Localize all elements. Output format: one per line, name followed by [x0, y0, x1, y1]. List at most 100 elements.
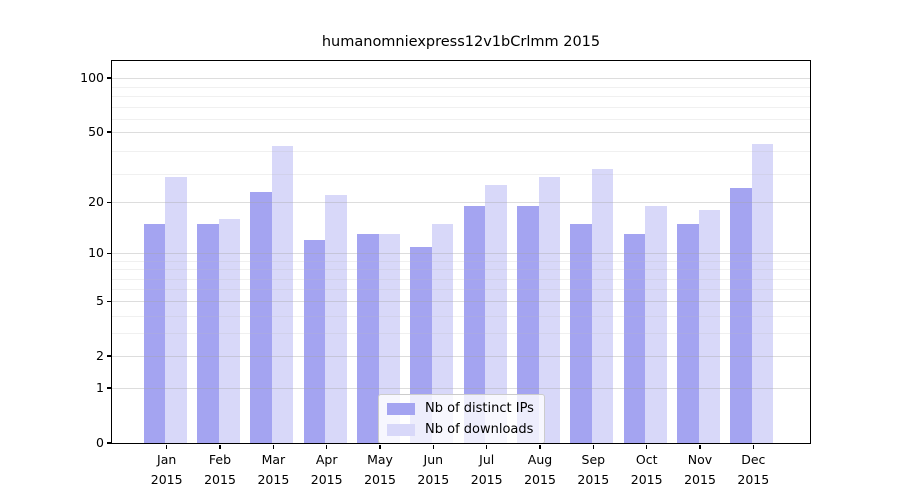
bar-nb-of-distinct-ips-jan [143, 223, 166, 443]
x-tick-mark [645, 444, 648, 449]
y-tick-mark [107, 252, 111, 255]
y-tick-mark [107, 442, 111, 444]
major-gridline-10 [112, 253, 810, 255]
bar-nb-of-distinct-ips-aug [517, 206, 539, 443]
x-tick-label-feb: Feb 2015 [180, 450, 260, 490]
x-tick-mark [325, 444, 328, 449]
y-tick-mark [107, 387, 111, 389]
minor-gridline [112, 151, 810, 153]
x-tick-label-nov: Nov 2015 [660, 450, 740, 490]
minor-gridline [112, 269, 810, 271]
x-tick-mark [539, 444, 541, 449]
minor-gridline [112, 333, 810, 335]
chart-title: humanomniexpress12v1bCrlmm 2015 [321, 34, 601, 50]
bar-nb-of-distinct-ips-nov [677, 223, 699, 443]
bar-nb-of-downloads-jan [165, 176, 187, 443]
y-tick-label: 50 [88, 124, 104, 139]
bar-nb-of-downloads-nov [698, 210, 720, 443]
x-tick-year: 2015 [150, 472, 183, 487]
x-tick-month: Jun [423, 452, 444, 467]
x-tick-month: Nov [687, 452, 713, 467]
x-tick-year: 2015 [257, 472, 290, 487]
x-tick-label-oct: Oct 2015 [607, 450, 687, 490]
x-tick-month: Jan [157, 452, 177, 467]
x-tick-mark [485, 444, 488, 449]
x-tick-month: May [367, 452, 393, 467]
y-tick-mark [107, 201, 111, 203]
minor-gridline [112, 278, 810, 280]
x-tick-label-may: May 2015 [340, 450, 420, 490]
x-tick-mark [272, 444, 275, 449]
major-gridline-100 [112, 78, 810, 79]
x-tick-label-dec: Dec 2015 [713, 450, 793, 490]
bar-nb-of-distinct-ips-mar [250, 191, 272, 443]
bar-nb-of-distinct-ips-dec [730, 188, 752, 443]
x-tick-mark [699, 444, 701, 449]
x-tick-mark [432, 444, 435, 449]
x-tick-month: Sep [581, 452, 606, 467]
x-tick-mark [752, 444, 755, 449]
bar-nb-of-distinct-ips-apr [303, 240, 326, 443]
bar-nb-of-downloads-aug [538, 176, 560, 443]
y-tick-mark [107, 355, 111, 357]
x-tick-year: 2015 [310, 472, 343, 487]
plot-area [112, 61, 810, 443]
minor-gridline [112, 174, 810, 175]
x-tick-label-jun: Jun 2015 [393, 450, 473, 490]
x-tick-year: 2015 [630, 472, 663, 487]
x-tick-month: Feb [208, 452, 232, 467]
x-tick-month: Apr [315, 452, 338, 467]
x-tick-mark [219, 444, 221, 449]
bar-nb-of-downloads-dec [751, 143, 774, 443]
x-tick-month: Aug [527, 452, 553, 467]
x-tick-year: 2015 [684, 472, 716, 487]
minor-gridline [112, 96, 810, 98]
minor-gridline [112, 87, 810, 89]
minor-gridline [112, 315, 810, 317]
x-tick-year: 2015 [204, 472, 236, 487]
legend-label-downloads: Nb of downloads [425, 422, 534, 437]
major-gridline-5 [112, 301, 810, 303]
y-tick-mark [107, 77, 111, 79]
bar-nb-of-distinct-ips-feb [197, 223, 219, 443]
bar-nb-of-distinct-ips-may [357, 234, 379, 443]
major-gridline-2 [112, 356, 810, 358]
major-gridline-50 [112, 132, 810, 133]
x-tick-mark [592, 444, 595, 449]
legend-item-distinct-ips: Nb of distinct IPs [387, 401, 536, 416]
bar-nb-of-distinct-ips-sep [570, 223, 592, 443]
x-tick-label-apr: Apr 2015 [287, 450, 367, 490]
y-tick-label: 10 [88, 245, 104, 261]
x-tick-label-aug: Aug 2015 [500, 450, 580, 490]
legend: Nb of distinct IPs Nb of downloads [378, 394, 545, 444]
bar-nb-of-distinct-ips-jun [410, 246, 432, 443]
bar-nb-of-downloads-jul [485, 185, 507, 443]
minor-gridline [112, 107, 810, 108]
x-tick-year: 2015 [417, 472, 450, 487]
y-tick-label: 0 [96, 435, 104, 450]
legend-label-distinct-ips: Nb of distinct IPs [425, 401, 534, 416]
x-tick-year: 2015 [364, 472, 396, 487]
x-tick-year: 2015 [737, 472, 770, 487]
x-tick-month: Jul [479, 452, 495, 467]
bar-nb-of-distinct-ips-oct [623, 234, 646, 443]
legend-item-downloads: Nb of downloads [387, 422, 536, 437]
x-tick-label-mar: Mar 2015 [233, 450, 313, 490]
y-tick-label: 1 [96, 380, 104, 396]
legend-swatch-distinct-ips [387, 402, 415, 415]
bar-nb-of-downloads-feb [218, 218, 241, 443]
x-tick-label-jan: Jan 2015 [127, 450, 207, 490]
y-tick-label: 5 [96, 293, 104, 309]
y-tick-label: 2 [96, 348, 104, 364]
bar-nb-of-downloads-oct [645, 206, 667, 443]
bar-nb-of-downloads-sep [591, 168, 614, 443]
bar-nb-of-downloads-jun [431, 223, 454, 443]
x-tick-year: 2015 [577, 472, 610, 487]
bar-nb-of-downloads-may [378, 234, 401, 443]
x-tick-month: Oct [635, 452, 658, 467]
major-gridline-20 [112, 202, 810, 204]
legend-swatch-downloads [387, 423, 415, 436]
x-tick-mark [165, 444, 168, 449]
x-tick-mark [379, 444, 381, 449]
